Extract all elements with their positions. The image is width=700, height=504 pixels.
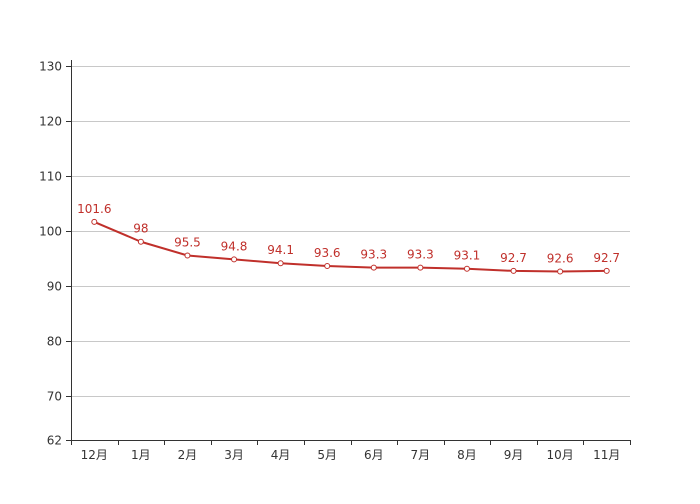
x-tick-label: 2月 [178,448,198,462]
data-point-5月 [324,262,331,269]
data-point-2月 [184,252,191,259]
series [91,218,610,275]
x-tick-label: 9月 [504,448,524,462]
data-point-4月 [277,260,284,267]
x-tick-label: 8月 [457,448,477,462]
x-tick-label: 7月 [411,448,431,462]
y-tick-label: 62 [47,434,62,448]
data-point-12月 [91,218,98,225]
y-tick-label: 120 [39,115,62,129]
x-tick-label: 6月 [364,448,384,462]
data-label-11月: 92.7 [593,251,620,265]
data-point-11月 [603,267,610,274]
data-label-9月: 92.7 [500,251,527,265]
data-point-1月 [137,238,144,245]
axes [71,60,630,441]
x-tick-label: 11月 [593,448,620,462]
x-tick-label: 5月 [317,448,337,462]
data-label-4月: 94.1 [267,243,294,257]
x-axis-ticks: 12月 1月 2月 3月 4月 5月 6月 7月 8月 9月 10月 11月 [71,440,631,462]
y-tick-label: 90 [47,280,62,294]
y-axis-ticks: 62 70 80 90 100 110 120 130 [39,60,71,448]
data-label-10月: 92.6 [547,251,574,265]
data-point-8月 [463,265,470,272]
data-point-6月 [370,264,377,271]
data-label-8月: 93.1 [454,249,481,263]
grid-lines [71,66,630,397]
series-line [93,220,607,273]
data-label-3月: 94.8 [221,239,248,253]
data-label-12月: 101.6 [77,202,111,216]
y-tick-label: 130 [39,60,62,74]
data-label-1月: 98 [133,222,148,236]
data-point-7月 [417,264,424,271]
data-point-9月 [510,267,517,274]
y-tick-label: 70 [47,390,62,404]
data-labels: 101.6 98 95.5 94.8 94.1 93.6 93.3 93.3 93.1 92.7 9… [77,202,620,266]
y-tick-label: 80 [47,335,62,349]
x-tick-label: 12月 [81,448,108,462]
data-label-2月: 95.5 [174,236,201,250]
data-point-3月 [231,256,238,263]
data-point-10月 [557,268,564,275]
data-label-5月: 93.6 [314,246,341,260]
x-tick-label: 4月 [271,448,291,462]
x-tick-label: 10月 [546,448,573,462]
y-tick-label: 110 [39,170,62,184]
data-label-7月: 93.3 [407,248,434,262]
x-tick-label: 1月 [131,448,151,462]
y-tick-label: 100 [39,225,62,239]
data-label-6月: 93.3 [360,248,387,262]
x-tick-label: 3月 [224,448,244,462]
